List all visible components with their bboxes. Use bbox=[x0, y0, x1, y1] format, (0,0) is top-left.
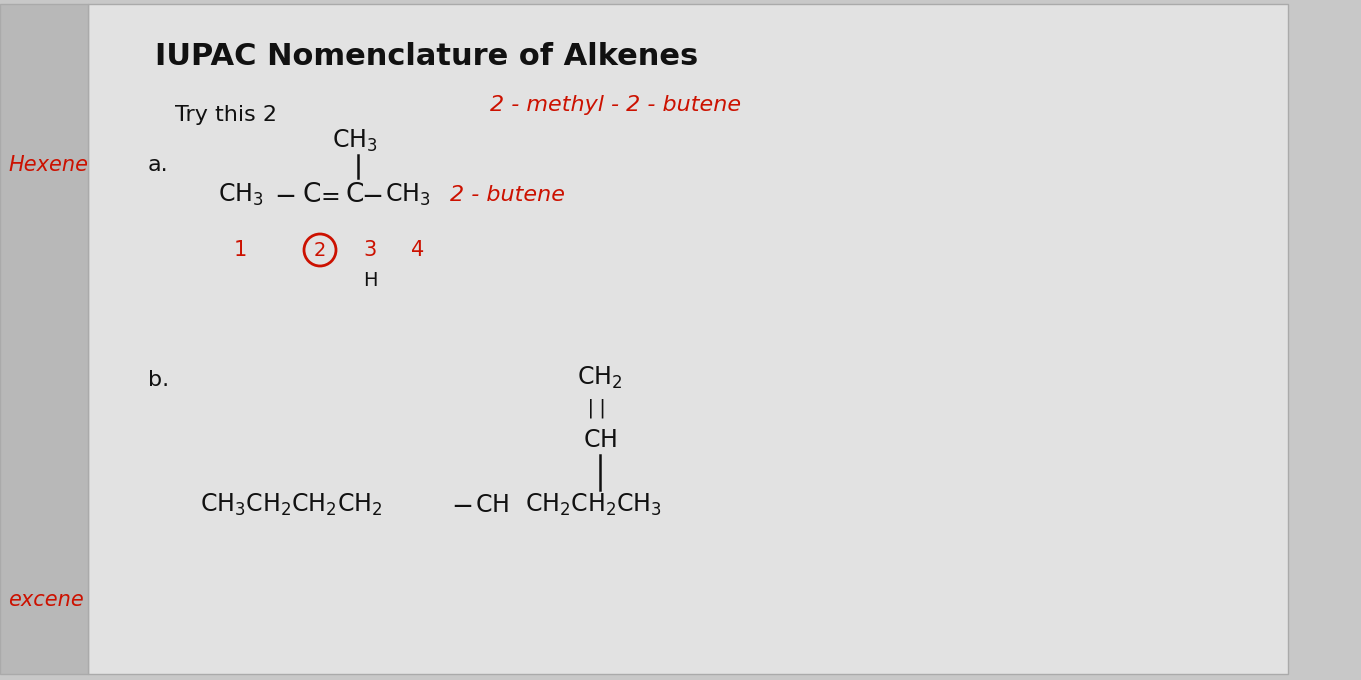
Text: $-$: $-$ bbox=[452, 492, 472, 518]
FancyBboxPatch shape bbox=[88, 4, 1288, 674]
Text: 2: 2 bbox=[314, 241, 327, 260]
Text: ||: || bbox=[585, 398, 608, 418]
Text: a.: a. bbox=[148, 155, 169, 175]
Text: b.: b. bbox=[148, 370, 169, 390]
Text: 3: 3 bbox=[363, 240, 377, 260]
Text: $\mathregular{C}$: $\mathregular{C}$ bbox=[344, 182, 363, 208]
Text: $\mathregular{C}$: $\mathregular{C}$ bbox=[302, 182, 321, 208]
Text: $\mathregular{CH}$: $\mathregular{CH}$ bbox=[475, 493, 509, 517]
Text: $\mathregular{CH_3}$: $\mathregular{CH_3}$ bbox=[332, 128, 378, 154]
Text: 2 - methyl - 2 - butene: 2 - methyl - 2 - butene bbox=[490, 95, 742, 115]
FancyBboxPatch shape bbox=[0, 4, 88, 674]
Text: 2 - butene: 2 - butene bbox=[450, 185, 565, 205]
Text: 4: 4 bbox=[411, 240, 425, 260]
Text: excene: excene bbox=[8, 590, 84, 610]
Text: $\mathregular{CH_3CH_2CH_2CH_2}$: $\mathregular{CH_3CH_2CH_2CH_2}$ bbox=[200, 492, 382, 518]
Text: $-$: $-$ bbox=[362, 182, 382, 208]
Text: Hexene: Hexene bbox=[8, 155, 88, 175]
Text: 1: 1 bbox=[233, 240, 246, 260]
Text: $\mathregular{CH_2}$: $\mathregular{CH_2}$ bbox=[577, 365, 623, 391]
Text: $\mathregular{CH_3}$: $\mathregular{CH_3}$ bbox=[218, 182, 264, 208]
Text: $=$: $=$ bbox=[316, 183, 340, 207]
Text: $\mathregular{CH_2CH_2CH_3}$: $\mathregular{CH_2CH_2CH_3}$ bbox=[525, 492, 661, 518]
Text: IUPAC Nomenclature of Alkenes: IUPAC Nomenclature of Alkenes bbox=[155, 42, 698, 71]
Text: Try this 2: Try this 2 bbox=[176, 105, 278, 125]
Text: $\mathregular{CH}$: $\mathregular{CH}$ bbox=[583, 428, 617, 452]
Text: $-$: $-$ bbox=[275, 182, 295, 208]
Text: H: H bbox=[363, 271, 377, 290]
Text: $\mathregular{CH_3}$: $\mathregular{CH_3}$ bbox=[385, 182, 430, 208]
